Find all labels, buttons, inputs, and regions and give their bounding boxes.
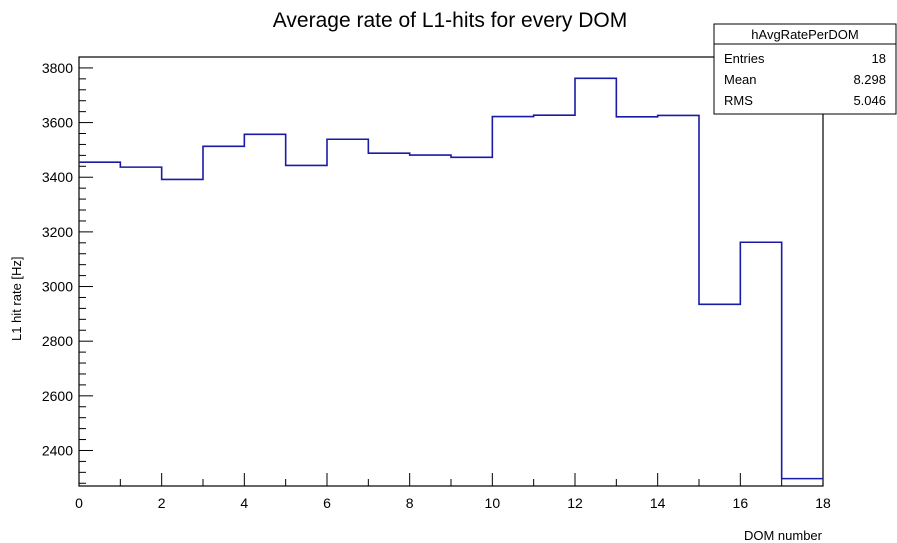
stats-box-frame — [713, 23, 897, 115]
y-tick-label: 3600 — [42, 115, 73, 131]
y-tick-label: 3200 — [42, 224, 73, 240]
y-axis: 2400 2600 2800 3000 3200 3400 3600 3800 — [42, 56, 93, 484]
stats-entries-value: 18 — [872, 51, 886, 66]
y-tick-label: 2800 — [42, 333, 73, 349]
x-tick-label: 12 — [567, 495, 583, 511]
histogram-line — [79, 77, 823, 480]
y-tick-label: 2600 — [42, 388, 73, 404]
x-axis-label: DOM number — [744, 528, 823, 543]
stats-mean-value: 8.298 — [853, 72, 886, 87]
stats-rms-value: 5.046 — [853, 93, 886, 108]
x-tick-label: 14 — [650, 495, 666, 511]
stats-rms-label: RMS — [724, 93, 753, 108]
y-axis-label: L1 hit rate [Hz] — [9, 256, 24, 341]
chart-title: Average rate of L1-hits for every DOM — [273, 9, 627, 32]
stats-mean-label: Mean — [724, 72, 757, 87]
stats-box: hAvgRatePerDOM Entries 18 Mean 8.298 RMS… — [713, 23, 897, 115]
x-tick-label: 6 — [323, 495, 331, 511]
x-tick-label: 2 — [158, 495, 166, 511]
x-tick-label: 8 — [406, 495, 414, 511]
plot-frame — [78, 56, 824, 487]
y-tick-label: 3400 — [42, 169, 73, 185]
y-tick-label: 3000 — [42, 279, 73, 295]
x-tick-label: 10 — [485, 495, 501, 511]
x-tick-label: 4 — [240, 495, 248, 511]
stats-entries-label: Entries — [724, 51, 765, 66]
x-tick-label: 16 — [733, 495, 749, 511]
stats-box-name: hAvgRatePerDOM — [751, 27, 858, 42]
x-tick-label: 18 — [815, 495, 831, 511]
x-axis: 0 2 4 6 8 10 12 14 16 18 — [75, 473, 831, 511]
histogram-series — [79, 77, 823, 480]
y-tick-label: 2400 — [42, 442, 73, 458]
x-tick-label: 0 — [75, 495, 83, 511]
y-tick-label: 3800 — [42, 60, 73, 76]
